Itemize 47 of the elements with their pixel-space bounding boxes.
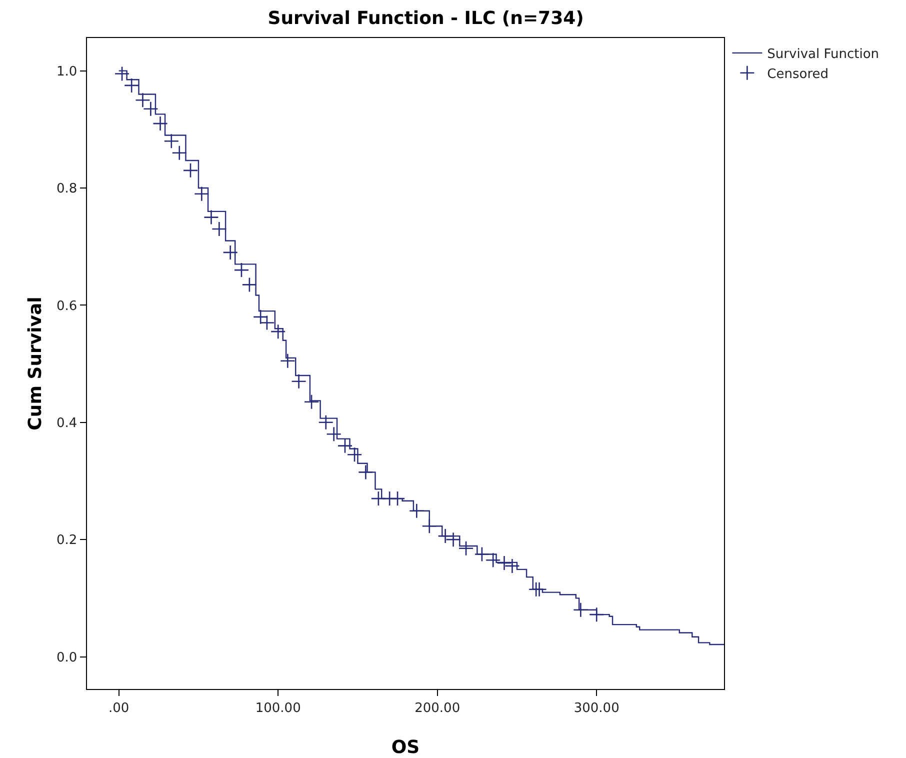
point [496, 555, 512, 571]
point [326, 426, 342, 442]
point [409, 503, 424, 519]
point [573, 602, 588, 618]
point [204, 210, 219, 225]
point [114, 66, 130, 82]
y-tick-label: 1.0 [56, 64, 78, 80]
point [532, 582, 547, 598]
y-tick-label: 0.0 [56, 650, 78, 666]
point [446, 532, 461, 548]
point [152, 116, 168, 132]
point [304, 394, 320, 410]
y-axis-title: Cum Survival [24, 296, 46, 430]
y-tick-label: 0.6 [56, 298, 78, 314]
point [358, 464, 374, 480]
chart-title: Survival Function - ILC (n=734) [268, 8, 584, 29]
point [270, 324, 286, 340]
point [242, 277, 258, 292]
y-tick-label: 0.4 [56, 416, 78, 431]
point [194, 186, 210, 202]
y-tick-label: 0.8 [56, 182, 78, 197]
legend-label: Censored [767, 66, 829, 82]
legend-label: Survival Function [767, 47, 880, 62]
point [291, 374, 306, 390]
y-tick-label: 0.2 [56, 533, 78, 548]
point [458, 540, 474, 556]
x-tick-label: 300.00 [574, 700, 620, 716]
point [588, 606, 604, 622]
point [390, 490, 406, 506]
x-axis-title: OS [391, 737, 420, 758]
point [280, 353, 296, 369]
point [485, 552, 501, 568]
x-tick-label: .00 [108, 700, 130, 716]
x-tick-label: 200.00 [414, 700, 460, 716]
point [504, 558, 520, 574]
point [212, 221, 227, 237]
point [164, 133, 180, 149]
point [422, 518, 438, 534]
point [318, 414, 334, 430]
point [474, 546, 490, 562]
point [438, 528, 453, 544]
point [124, 78, 140, 94]
point [234, 262, 250, 278]
point [182, 162, 198, 178]
point [222, 244, 238, 260]
x-tick-label: 100.00 [255, 700, 301, 716]
point [172, 145, 188, 160]
